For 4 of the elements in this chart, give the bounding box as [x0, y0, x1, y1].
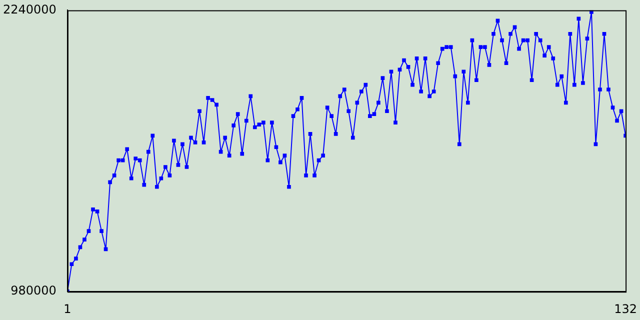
y-tick-label: 2240000 — [2, 2, 56, 16]
x-tick-label: 1 — [64, 302, 72, 316]
y-tick-label: 980000 — [10, 284, 56, 298]
x-tick-label: 132 — [614, 302, 637, 316]
